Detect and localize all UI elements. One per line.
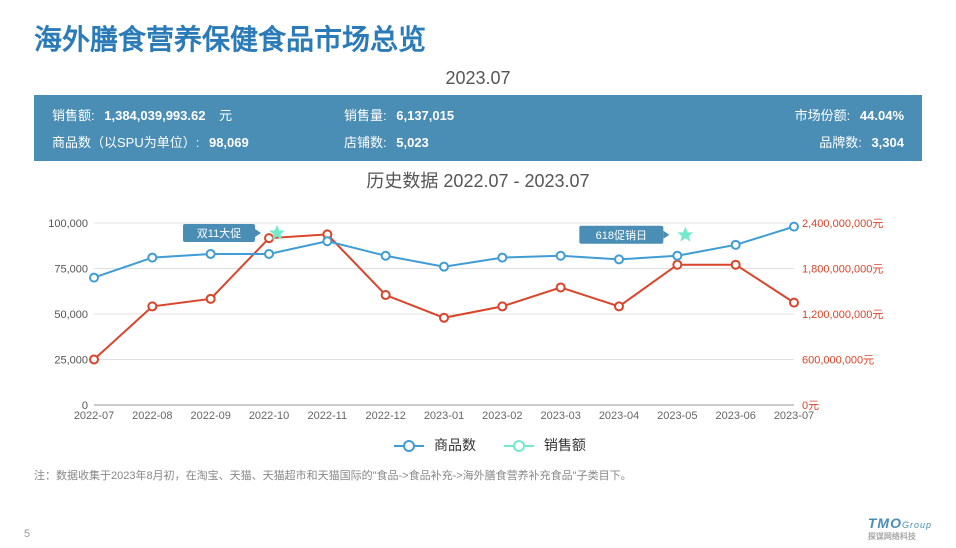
series-right-point (615, 302, 623, 310)
x-tick: 2023-05 (657, 410, 697, 422)
series-right-point (382, 291, 390, 299)
series-right-point (557, 283, 565, 291)
callout-text: 618促销日 (596, 228, 647, 242)
series-right-point (207, 295, 215, 303)
stat-shops: 店铺数: 5,023 (344, 132, 612, 151)
legend-label-left: 商品数 (434, 437, 476, 453)
callout-arrow (255, 229, 261, 237)
series-left-point (790, 223, 798, 231)
series-right-point (440, 314, 448, 322)
x-tick: 2022-09 (190, 410, 230, 422)
x-tick: 2023-04 (599, 410, 639, 422)
series-right-point (265, 234, 273, 242)
legend-marker-left (394, 445, 424, 447)
dual-axis-chart: 00元25,000600,000,000元50,0001,200,000,000… (34, 195, 922, 435)
value: 44.04% (860, 108, 904, 123)
value: 6,137,015 (396, 108, 454, 123)
x-tick: 2023-02 (482, 410, 522, 422)
series-left-point (557, 252, 565, 260)
y-right-tick: 1,800,000,000元 (802, 264, 883, 276)
y-right-tick: 2,400,000,000元 (802, 218, 883, 230)
series-right-point (732, 261, 740, 269)
series-right-point (148, 302, 156, 310)
label: 销售量: (344, 108, 387, 123)
page-title: 海外膳食营养保健食品市场总览 (34, 18, 956, 58)
series-right-point (790, 299, 798, 307)
x-tick: 2022-11 (308, 410, 348, 422)
logo: TMOGroup 探谋网络科技 (868, 515, 932, 542)
series-left-point (382, 252, 390, 260)
y-left-tick: 25,000 (54, 355, 88, 367)
unit: 元 (219, 108, 232, 123)
history-label: 历史数据 2022.07 - 2023.07 (0, 167, 956, 193)
value: 5,023 (396, 135, 429, 150)
legend-label-right: 销售额 (544, 437, 586, 453)
series-left-point (207, 250, 215, 258)
label: 市场份额: (795, 108, 851, 123)
stat-brands: 品牌数: 3,304 (636, 132, 904, 151)
chart-svg: 00元25,000600,000,000元50,0001,200,000,000… (34, 195, 922, 435)
y-left-tick: 100,000 (48, 218, 88, 230)
series-left-point (732, 241, 740, 249)
label: 品牌数: (819, 135, 862, 150)
y-right-tick: 600,000,000元 (802, 355, 874, 367)
stat-sku: 商品数（以SPU为单位）: 98,069 (52, 132, 320, 151)
x-tick: 2023-07 (774, 410, 814, 422)
series-left-point (498, 254, 506, 262)
stat-sales-qty: 销售量: 6,137,015 (344, 105, 612, 124)
legend-marker-right (504, 445, 534, 447)
x-tick: 2023-06 (715, 410, 755, 422)
x-tick: 2023-03 (540, 410, 580, 422)
x-tick: 2023-01 (424, 410, 464, 422)
series-left-point (615, 255, 623, 263)
period-label: 2023.07 (0, 68, 956, 89)
series-left-point (323, 237, 331, 245)
stats-bar: 销售额: 1,384,039,993.62 元 销售量: 6,137,015 市… (34, 95, 922, 161)
callout-text: 双11大促 (197, 226, 241, 240)
star-icon (677, 227, 693, 242)
y-left-tick: 50,000 (54, 309, 88, 321)
footnote: 注：数据收集于2023年8月初，在淘宝、天猫、天猫超市和天猫国际的"食品->食品… (34, 467, 956, 483)
stat-sales-amount: 销售额: 1,384,039,993.62 元 (52, 105, 320, 124)
logo-main: TMO (868, 515, 902, 531)
series-left-point (148, 254, 156, 262)
label: 店铺数: (344, 135, 387, 150)
label: 商品数（以SPU为单位）: (52, 135, 199, 150)
x-tick: 2022-08 (132, 410, 172, 422)
chart-legend: 商品数 销售额 (0, 435, 956, 455)
logo-sub: 探谋网络科技 (868, 531, 932, 542)
callout-arrow (663, 231, 669, 239)
y-left-tick: 75,000 (54, 264, 88, 276)
series-right-point (90, 356, 98, 364)
y-right-tick: 1,200,000,000元 (802, 309, 883, 321)
series-right-point (498, 302, 506, 310)
value: 3,304 (871, 135, 904, 150)
series-right-point (673, 261, 681, 269)
value: 1,384,039,993.62 (104, 108, 205, 123)
x-tick: 2022-10 (249, 410, 289, 422)
series-left-point (90, 274, 98, 282)
x-tick: 2022-12 (365, 410, 405, 422)
logo-suffix: Group (902, 520, 932, 530)
x-tick: 2022-07 (74, 410, 114, 422)
series-left-point (265, 250, 273, 258)
series-left-point (440, 263, 448, 271)
value: 98,069 (209, 135, 249, 150)
series-left-point (673, 252, 681, 260)
stat-share: 市场份额: 44.04% (636, 105, 904, 124)
label: 销售额: (52, 108, 95, 123)
